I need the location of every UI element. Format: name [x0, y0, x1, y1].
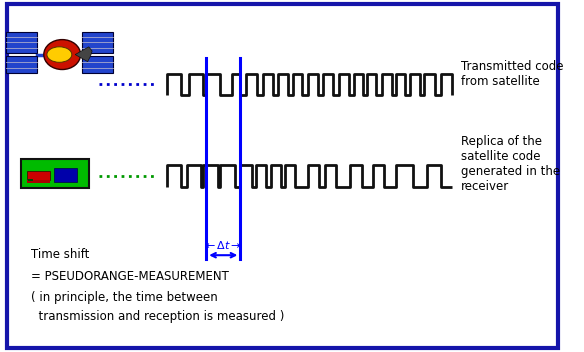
Text: transmission and reception is measured ): transmission and reception is measured ) — [31, 310, 284, 323]
FancyBboxPatch shape — [21, 159, 89, 188]
Ellipse shape — [44, 40, 81, 69]
Bar — [6, 56, 37, 73]
Text: Replica of the
satellite code
generated in the
receiver: Replica of the satellite code generated … — [461, 135, 560, 193]
Text: = PSEUDORANGE-MEASUREMENT: = PSEUDORANGE-MEASUREMENT — [31, 270, 229, 283]
Bar — [27, 171, 50, 180]
Bar — [28, 179, 33, 181]
Bar — [54, 168, 77, 182]
Text: $\leftarrow\Delta t\rightarrow$: $\leftarrow\Delta t\rightarrow$ — [203, 239, 241, 251]
Bar — [82, 56, 113, 73]
Polygon shape — [75, 47, 92, 62]
Text: Time shift: Time shift — [31, 248, 89, 260]
Bar — [27, 180, 50, 183]
Text: Transmitted code
from satellite: Transmitted code from satellite — [461, 60, 563, 88]
Circle shape — [47, 47, 72, 62]
Bar — [82, 32, 113, 53]
Bar — [6, 32, 37, 53]
Text: ( in principle, the time between: ( in principle, the time between — [31, 291, 218, 304]
